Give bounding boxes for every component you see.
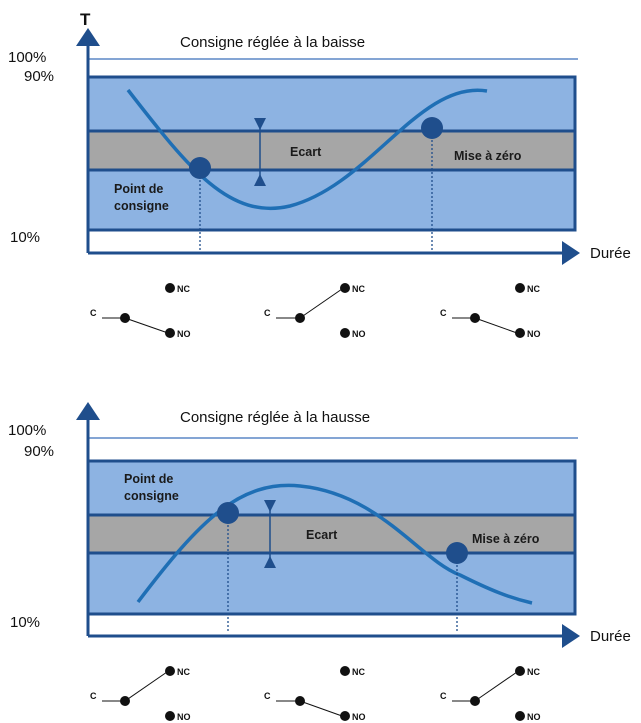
switch-blade [474, 317, 518, 334]
dot-icon [165, 328, 175, 338]
arrow-head-icon [264, 500, 276, 512]
pct-90-label: 90% [24, 68, 54, 85]
dot-icon [165, 666, 175, 676]
temperature-curve [126, 88, 488, 211]
dot-icon [340, 666, 350, 676]
point-de-consigne-label: consigne [114, 199, 169, 213]
switch-1: C NC NO [90, 283, 191, 339]
arrow-head-icon [76, 402, 100, 420]
dot-icon [340, 283, 350, 293]
circle-marker-icon [446, 542, 468, 564]
dot-icon [515, 328, 525, 338]
switch-c-label: C [440, 691, 447, 701]
switch-no-label: NO [527, 712, 541, 722]
switch-c-label: C [440, 308, 447, 318]
switch-2: C NC NO [264, 283, 366, 339]
switch-blade [474, 671, 518, 702]
switch-nc-label: NC [352, 667, 365, 677]
switch-blade [124, 317, 169, 334]
switch-no-label: NO [352, 329, 366, 339]
switch-no-label: NO [177, 712, 191, 722]
ecart-band [86, 513, 577, 555]
dot-icon [515, 283, 525, 293]
switch-c-label: C [264, 691, 271, 701]
duree-label: Durée [590, 245, 631, 262]
arrow-head-icon [562, 241, 580, 265]
dot-icon [165, 283, 175, 293]
switch-blade [299, 700, 343, 717]
arrow-head-icon [264, 556, 276, 568]
temperature-curve [136, 483, 533, 605]
arrow-head-icon [562, 624, 580, 648]
circle-marker-icon [217, 502, 239, 524]
pct-10-label: 10% [10, 229, 40, 246]
switch-no-label: NO [527, 329, 541, 339]
ecart-label: Ecart [290, 145, 322, 159]
switch-blade [124, 671, 168, 702]
arrow-head-icon [76, 28, 100, 46]
dot-icon [515, 666, 525, 676]
switch-4: C NC NO [90, 666, 191, 722]
mise-a-zero-label: Mise à zéro [454, 149, 522, 163]
diagram-title: Consigne réglée à la hausse [180, 409, 370, 426]
duree-label: Durée [590, 628, 631, 645]
switch-3: C NC NO [440, 283, 541, 339]
switch-c-label: C [90, 308, 97, 318]
point-de-consigne-label: Point de [124, 472, 173, 486]
ecart-band [86, 129, 577, 172]
dot-icon [340, 711, 350, 721]
switch-no-label: NO [352, 712, 366, 722]
switch-6: C NC NO [440, 666, 541, 722]
switch-no-label: NO [177, 329, 191, 339]
circle-marker-icon [189, 157, 211, 179]
switch-nc-label: NC [527, 667, 540, 677]
dot-icon [515, 711, 525, 721]
switch-nc-label: NC [177, 667, 190, 677]
dot-icon [340, 328, 350, 338]
diagram-hausse: 100% 90% 10% Durée Consigne réglée à la … [8, 402, 631, 722]
point-de-consigne-label: consigne [124, 489, 179, 503]
pct-100-label: 100% [8, 422, 46, 439]
switch-c-label: C [264, 308, 271, 318]
diagram-title: Consigne réglée à la baisse [180, 34, 365, 51]
switch-blade [299, 288, 343, 319]
pct-10-label: 10% [10, 614, 40, 631]
mise-a-zero-label: Mise à zéro [472, 532, 540, 546]
switch-5: C NC NO [264, 666, 366, 722]
switch-c-label: C [90, 691, 97, 701]
t-axis-label: T [80, 10, 91, 29]
diagram-baisse: T 100% 90% 10% Durée Consigne réglée à l… [8, 10, 631, 339]
switch-nc-label: NC [352, 284, 365, 294]
ecart-label: Ecart [306, 528, 338, 542]
point-de-consigne-label: Point de [114, 182, 163, 196]
switch-nc-label: NC [177, 284, 190, 294]
arrow-head-icon [254, 118, 266, 130]
circle-marker-icon [421, 117, 443, 139]
dot-icon [165, 711, 175, 721]
pct-100-label: 100% [8, 49, 46, 66]
pct-90-label: 90% [24, 443, 54, 460]
arrow-head-icon [254, 174, 266, 186]
switch-nc-label: NC [527, 284, 540, 294]
